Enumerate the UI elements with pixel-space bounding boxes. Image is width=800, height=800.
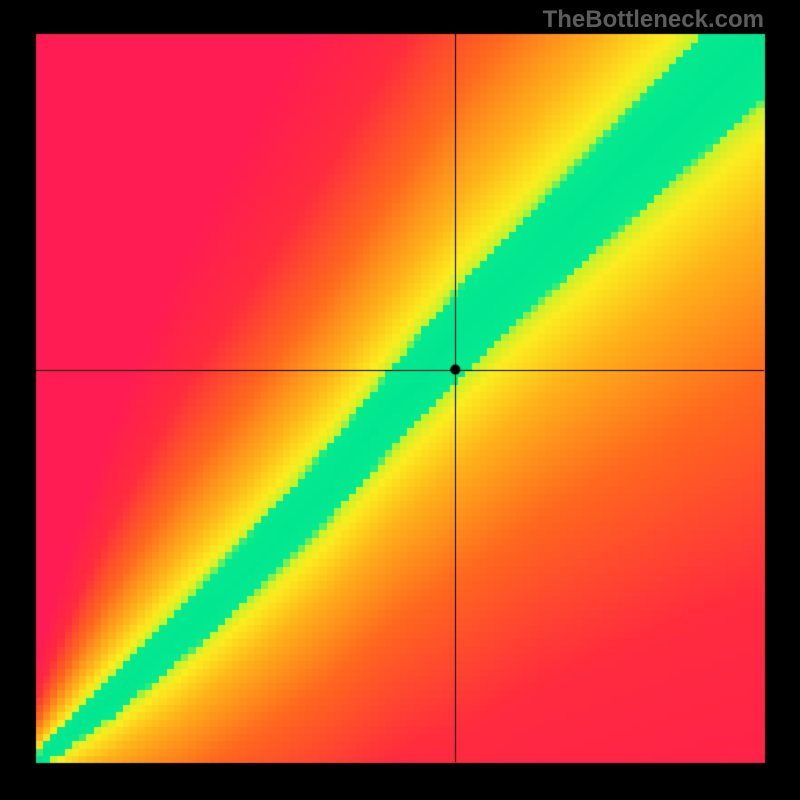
watermark-text: TheBottleneck.com (543, 6, 764, 34)
bottleneck-heatmap (0, 0, 800, 800)
